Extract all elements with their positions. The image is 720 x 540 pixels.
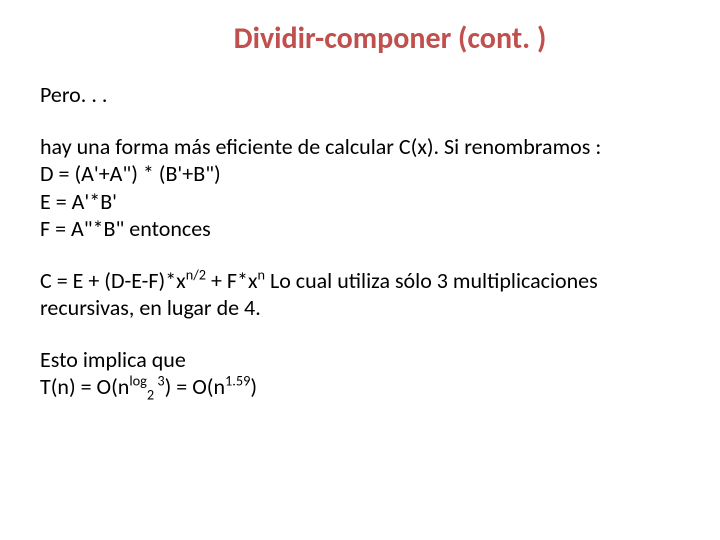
text-tn-prefix: T(n) = O(n [40, 373, 129, 400]
text-tn-mid: ) = O(n [165, 373, 225, 400]
text-line-e: E = A'*B' [40, 188, 117, 215]
text-implies: Esto implica que [40, 346, 186, 373]
paragraph-definitions: hay una forma más eficiente de calcular … [40, 133, 680, 243]
exp-159: 1.59 [225, 372, 250, 390]
text-tn-suffix: ) [250, 373, 257, 400]
text-line-efficient: hay una forma más eficiente de calcular … [40, 133, 601, 160]
exp-n-half: n/2 [186, 265, 206, 283]
text-c-mid1: + F*x [206, 267, 258, 294]
paragraph-intro: Pero. . . [40, 81, 680, 109]
paragraph-complexity: Esto implica que T(n) = O(nlog2 3) = O(n… [40, 346, 680, 401]
slide-content: Pero. . . hay una forma más eficiente de… [40, 81, 680, 401]
exp-n: n [257, 265, 265, 283]
text-pero: Pero. . . [40, 81, 107, 108]
text-c-prefix: C = E + (D-E-F)*x [40, 267, 186, 294]
exp-3: 3 [154, 372, 164, 390]
text-line-f: F = A"*B" entonces [40, 215, 211, 242]
exp-log: log [129, 372, 147, 390]
paragraph-formula-c: C = E + (D-E-F)*xn/2 + F*xn Lo cual util… [40, 267, 680, 322]
text-line-d: D = (A'+A") * (B'+B") [40, 160, 221, 187]
slide-title: Dividir-componer (cont. ) [40, 20, 680, 57]
